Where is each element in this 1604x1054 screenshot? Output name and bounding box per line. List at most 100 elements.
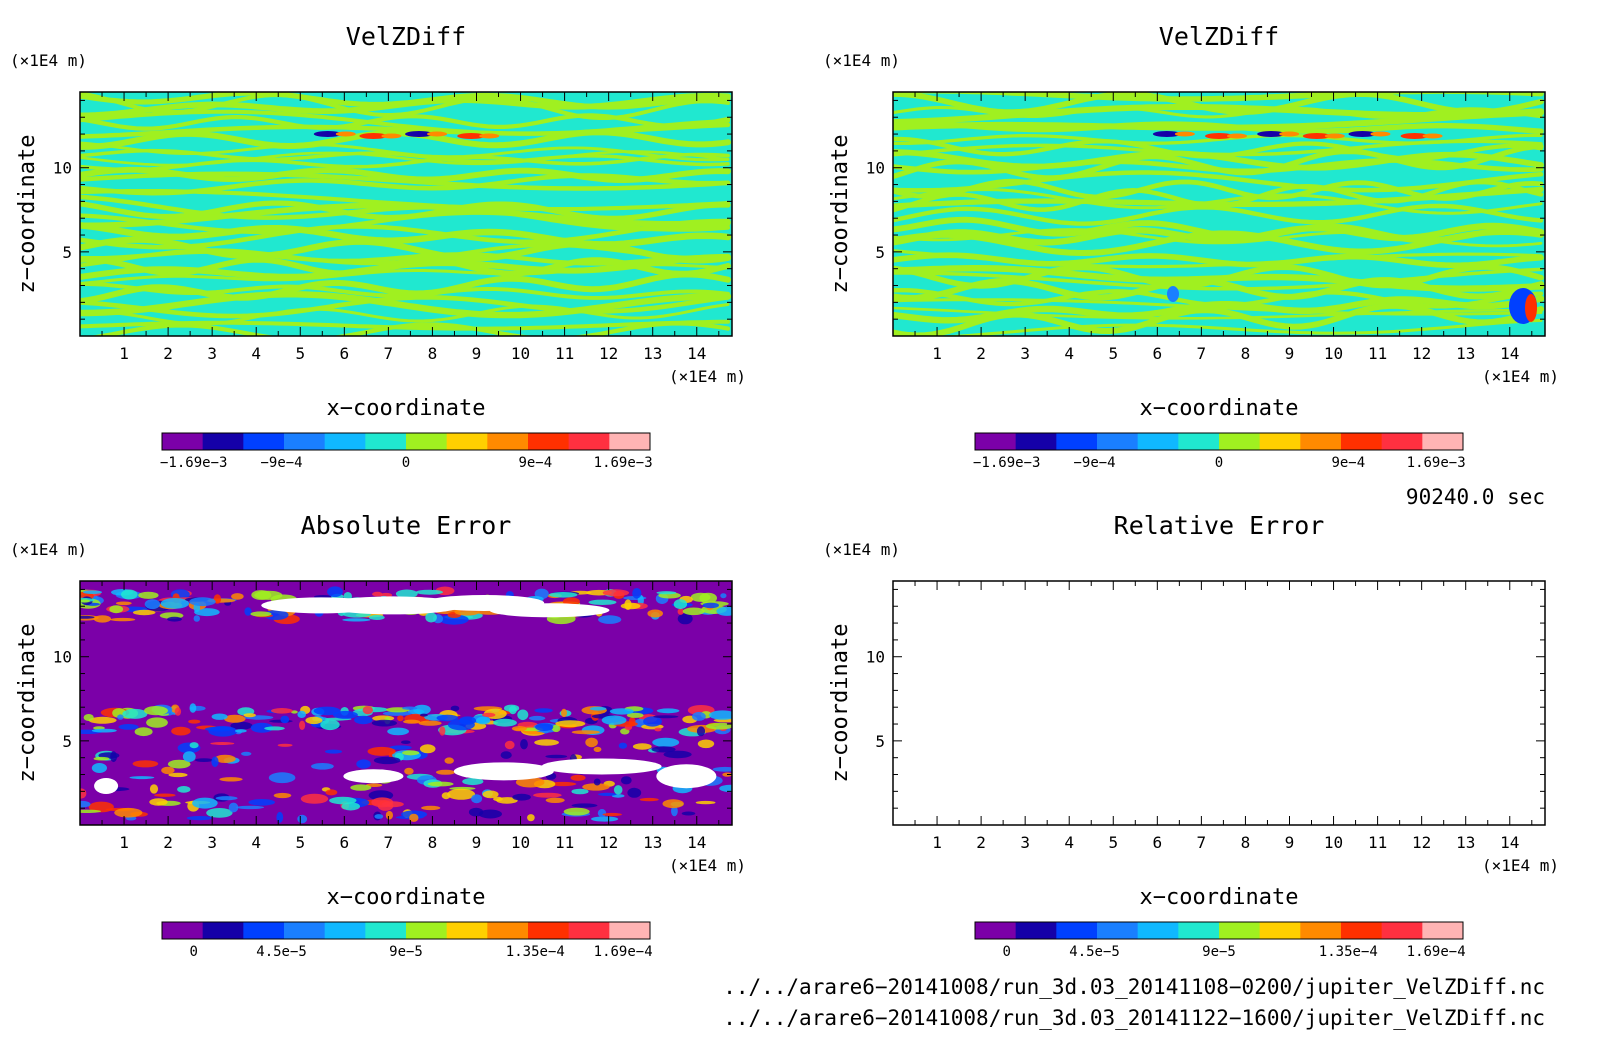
x-tick-label: 14	[687, 344, 706, 363]
colorbar-swatch	[1381, 433, 1423, 450]
extreme-streak	[1205, 133, 1233, 139]
error-patch	[350, 784, 372, 791]
error-patch	[177, 786, 191, 793]
error-patch	[371, 719, 397, 727]
contour-band	[80, 295, 731, 319]
x-tick-label: 10	[1324, 833, 1343, 852]
error-patch	[696, 726, 706, 737]
contour-band	[893, 277, 1544, 301]
colorbar-swatch	[243, 922, 285, 939]
error-patch	[189, 742, 199, 749]
x-tick-label: 12	[599, 344, 618, 363]
colorbar-swatch	[975, 433, 1017, 450]
error-patch	[677, 608, 684, 615]
x-tick-label: 9	[1285, 344, 1295, 363]
error-patch	[682, 607, 705, 616]
error-patch	[250, 611, 272, 617]
x-tick-label: 12	[1412, 344, 1431, 363]
colorbar-swatch	[1341, 922, 1383, 939]
colorbar-frame	[974, 432, 1464, 451]
error-patch	[129, 776, 155, 780]
extreme-streak	[457, 133, 486, 139]
extreme-streak	[359, 133, 388, 139]
x-tick-label: 8	[428, 833, 438, 852]
error-patch	[204, 726, 234, 732]
error-patch	[656, 591, 677, 595]
error-patch	[459, 716, 477, 725]
error-patch	[591, 816, 619, 822]
heatmap-background	[80, 581, 732, 825]
error-patch	[427, 781, 454, 787]
y-tick-label: 10	[866, 648, 885, 667]
error-patch	[367, 746, 396, 756]
x-tick-label: 8	[1241, 344, 1251, 363]
panel-title: VelZDiff	[1159, 22, 1279, 51]
error-patch	[602, 812, 622, 817]
x-tick-label: 7	[1197, 833, 1207, 852]
x-tick-label: 9	[472, 344, 482, 363]
colorbar-swatch	[202, 922, 244, 939]
error-patch	[132, 609, 156, 616]
colorbar-swatch	[1422, 433, 1464, 450]
colorbar-label: 0	[1215, 455, 1223, 471]
error-patch	[450, 705, 460, 712]
error-patch	[373, 756, 401, 765]
saturated-region	[541, 758, 662, 775]
extreme-blob	[1525, 294, 1537, 322]
colorbar-label: 9e−4	[1331, 455, 1365, 471]
error-patch	[570, 774, 586, 781]
error-patch	[219, 777, 243, 782]
error-patch	[300, 793, 329, 804]
error-patch	[248, 799, 275, 806]
colorbar-swatch	[202, 433, 244, 450]
error-patch	[397, 715, 404, 722]
error-patch	[496, 797, 518, 804]
x-unit-label: (×1E4 m)	[1482, 367, 1559, 386]
colorbar-swatch	[1015, 433, 1057, 450]
error-patch	[618, 742, 628, 749]
error-patch	[403, 719, 421, 724]
extreme-streak	[1279, 131, 1300, 137]
error-patch	[117, 714, 124, 720]
error-patch	[387, 727, 409, 736]
panel-relative-error: Relative Error(×1E4 m)1 2 3 4 5 6 7 8 9 10 11 12 13 1…	[823, 511, 1559, 960]
colorbar-label: 1.69e−3	[594, 455, 653, 471]
extreme-streak	[479, 133, 500, 139]
colorbar-swatch	[1056, 433, 1098, 450]
contour-band	[893, 252, 1544, 269]
error-patch	[409, 813, 419, 822]
x-tick-label: 7	[1197, 344, 1207, 363]
colorbar-swatch	[162, 922, 204, 939]
error-patch	[254, 590, 283, 600]
colorbar-frame	[161, 921, 651, 940]
error-patch	[325, 749, 342, 754]
x-tick-label: 2	[163, 833, 173, 852]
colorbar-swatch	[365, 433, 407, 450]
colorbar-label: 1.69e−4	[594, 944, 653, 960]
colorbar-swatch	[975, 922, 1017, 939]
x-tick-label: 6	[340, 833, 350, 852]
saturated-region	[94, 777, 119, 794]
colorbar-label: −9e−4	[1073, 455, 1115, 471]
x-tick-label: 5	[1108, 344, 1118, 363]
saturated-region	[343, 769, 404, 784]
contour-band	[893, 222, 1545, 246]
error-patch	[93, 756, 110, 761]
error-patch	[663, 750, 692, 759]
error-patch	[277, 743, 293, 747]
error-patch	[476, 716, 491, 725]
saturated-region	[656, 764, 717, 789]
plot-frame	[79, 580, 733, 826]
error-patch	[325, 789, 338, 796]
error-patch	[211, 756, 219, 768]
error-patch	[313, 706, 341, 716]
extreme-streak	[405, 131, 434, 137]
error-patch	[671, 805, 678, 817]
plot-frame	[892, 91, 1546, 337]
error-patch	[439, 614, 469, 625]
colorbar-label: 4.5e−5	[1069, 944, 1120, 960]
x-unit-label: (×1E4 m)	[669, 856, 746, 875]
x-tick-label: 9	[1285, 833, 1295, 852]
error-patch	[305, 716, 323, 725]
x-tick-label: 7	[384, 833, 394, 852]
